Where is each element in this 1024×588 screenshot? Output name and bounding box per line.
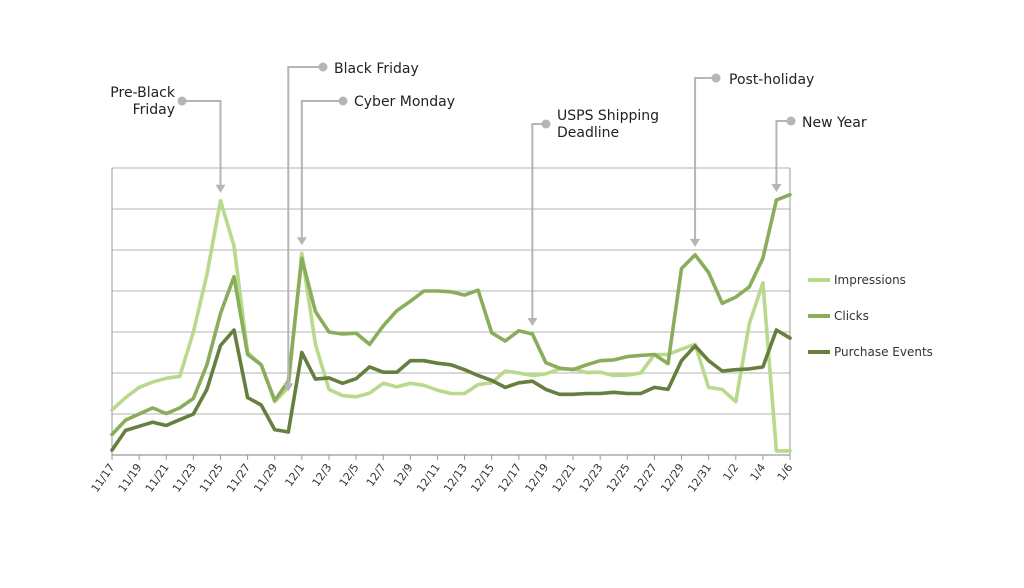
annotation-dot	[338, 96, 348, 106]
x-tick-label: 12/23	[577, 461, 606, 494]
x-tick-label: 12/3	[310, 461, 335, 489]
x-tick-label: 12/21	[550, 461, 579, 494]
annotation-leader-line	[182, 100, 222, 187]
annotation-dot	[541, 119, 551, 129]
annotation-label: Cyber Monday	[354, 94, 455, 110]
annotation-label: Deadline	[557, 125, 619, 141]
annotation-arrow	[215, 184, 226, 193]
annotation-leader-line	[694, 77, 716, 241]
x-tick-label: 1/6	[775, 461, 796, 483]
annotation-arrow	[296, 237, 307, 246]
series-line-clicks	[110, 192, 792, 437]
x-tick-label: 1/2	[720, 461, 741, 483]
x-tick-label: 11/23	[170, 461, 199, 494]
annotation-label: Post-holiday	[729, 72, 814, 88]
annotation-dot	[318, 62, 328, 72]
annotation-leader-line	[300, 100, 343, 240]
x-tick-label: 12/15	[468, 461, 497, 494]
x-tick-label: 12/25	[604, 461, 633, 494]
x-tick-label: 11/21	[143, 461, 172, 494]
x-tick-label: 12/13	[441, 461, 470, 494]
legend-label: Impressions	[834, 273, 906, 287]
annotation-label: Friday	[133, 102, 175, 118]
legend-label: Clicks	[834, 309, 869, 323]
annotation-arrow	[527, 318, 538, 327]
x-tick-label: 11/29	[251, 461, 280, 494]
annotation-leader-line	[775, 120, 791, 186]
annotation-arrow	[771, 183, 782, 192]
annotation-label: Pre-Black	[110, 85, 176, 101]
annotation-label: Black Friday	[334, 61, 419, 77]
annotation-dot	[711, 73, 721, 83]
annotation-dot	[177, 96, 187, 106]
x-tick-label: 11/25	[197, 461, 226, 494]
x-tick-label: 12/9	[391, 461, 416, 489]
series-line-purchase-events	[110, 328, 792, 452]
legend-label: Purchase Events	[834, 345, 933, 359]
series-line-impressions	[110, 199, 792, 453]
annotation-dot	[786, 116, 796, 126]
x-tick-label: 12/19	[523, 461, 552, 494]
annotation-label: USPS Shipping	[557, 108, 659, 124]
x-tick-label: 12/29	[658, 461, 687, 494]
annotation-arrow	[690, 238, 701, 247]
x-tick-label: 1/4	[748, 461, 769, 483]
x-tick-label: 12/1	[282, 461, 307, 489]
annotation-label: New Year	[802, 115, 867, 131]
annotation-leader-line	[287, 66, 323, 386]
x-tick-label: 11/27	[224, 461, 253, 494]
annotation-leader-line	[531, 123, 546, 321]
x-tick-label: 12/27	[631, 461, 660, 494]
x-tick-label: 12/7	[364, 461, 389, 489]
x-tick-label: 11/19	[116, 461, 145, 494]
x-tick-label: 12/11	[414, 461, 443, 494]
x-tick-label: 12/31	[685, 461, 714, 494]
x-tick-label: 12/5	[337, 461, 362, 489]
x-tick-label: 11/17	[89, 461, 118, 494]
annotation-arrow	[283, 383, 294, 392]
x-tick-label: 12/17	[495, 461, 524, 494]
